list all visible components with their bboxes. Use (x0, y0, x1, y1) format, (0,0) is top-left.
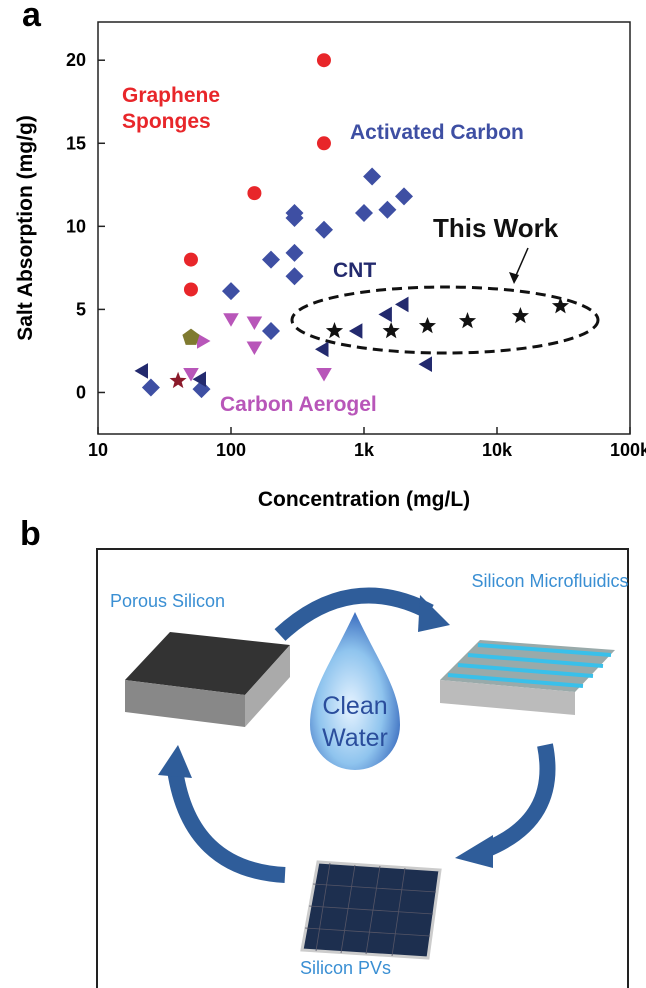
point (222, 282, 240, 300)
y-tick-label: 0 (76, 382, 86, 402)
point (419, 317, 436, 333)
microfluidic-chip (440, 680, 575, 715)
point (286, 244, 304, 262)
point (315, 221, 333, 239)
cycle-arrow (280, 596, 430, 635)
page: a Concentration (mg/L) Salt Absorption (… (0, 0, 646, 988)
point (184, 253, 198, 267)
x-tick-label: 10k (482, 440, 513, 460)
y-axis-title: Salt Absorption (mg/g) (14, 115, 37, 341)
panel-label: a (22, 0, 42, 34)
point (512, 307, 529, 323)
arrow-head (158, 745, 192, 778)
point (363, 168, 381, 186)
panel-label: b (20, 515, 41, 553)
point (262, 251, 280, 269)
point (184, 282, 198, 296)
y-tick-label: 10 (66, 216, 86, 236)
series-label: Carbon Aerogel (220, 392, 460, 418)
porous-silicon (245, 645, 290, 727)
point (286, 267, 304, 285)
chart: a Concentration (mg/L) Salt Absorption (… (0, 0, 646, 520)
point (247, 342, 263, 356)
point (247, 186, 261, 200)
y-tick-label: 5 (76, 299, 86, 319)
channels (448, 645, 611, 686)
point (316, 368, 332, 382)
point (142, 379, 160, 397)
solar-panel (302, 862, 440, 958)
arrow-head (455, 835, 493, 868)
point (317, 53, 331, 67)
point (378, 201, 396, 219)
point (315, 342, 329, 358)
porous-silicon (125, 680, 245, 727)
series-label: CNT (333, 258, 413, 284)
x-axis-title: Concentration (mg/L) (258, 488, 470, 511)
point (383, 322, 400, 338)
point (378, 307, 392, 323)
point (317, 136, 331, 150)
x-tick-label: 100 (216, 440, 246, 460)
x-tick-label: 100k (610, 440, 646, 460)
porous-silicon (125, 632, 290, 695)
arrow-head (418, 595, 450, 632)
point (326, 322, 343, 338)
node-label: Porous Silicon (110, 590, 225, 612)
cycle-arrow (175, 770, 285, 875)
y-tick-label: 20 (66, 50, 86, 70)
highlight-ellipse (292, 287, 598, 353)
node-label: Silicon Microfluidics (470, 570, 630, 592)
point (552, 297, 569, 313)
series-label: This Work (433, 215, 633, 241)
point (419, 356, 433, 372)
point (395, 187, 413, 205)
point (349, 323, 363, 339)
point (170, 372, 187, 388)
series-label: Activated Carbon (350, 120, 610, 146)
microfluidic-chip (440, 640, 615, 692)
point (262, 322, 280, 340)
diagram-frame (97, 549, 628, 988)
node-label: Silicon PVs (300, 957, 391, 979)
solar-grid (305, 863, 436, 956)
point (395, 297, 409, 313)
point (459, 312, 476, 328)
y-tick-label: 15 (66, 133, 86, 153)
point (182, 329, 199, 345)
point (135, 363, 149, 379)
series-label: Graphene Sponges (122, 83, 272, 135)
node-label: Clean Water (315, 690, 395, 754)
x-tick-label: 1k (354, 440, 375, 460)
point (355, 204, 373, 222)
point (247, 317, 263, 331)
x-tick-label: 10 (88, 440, 108, 460)
cycle-arrow (485, 745, 548, 850)
point (223, 313, 239, 327)
